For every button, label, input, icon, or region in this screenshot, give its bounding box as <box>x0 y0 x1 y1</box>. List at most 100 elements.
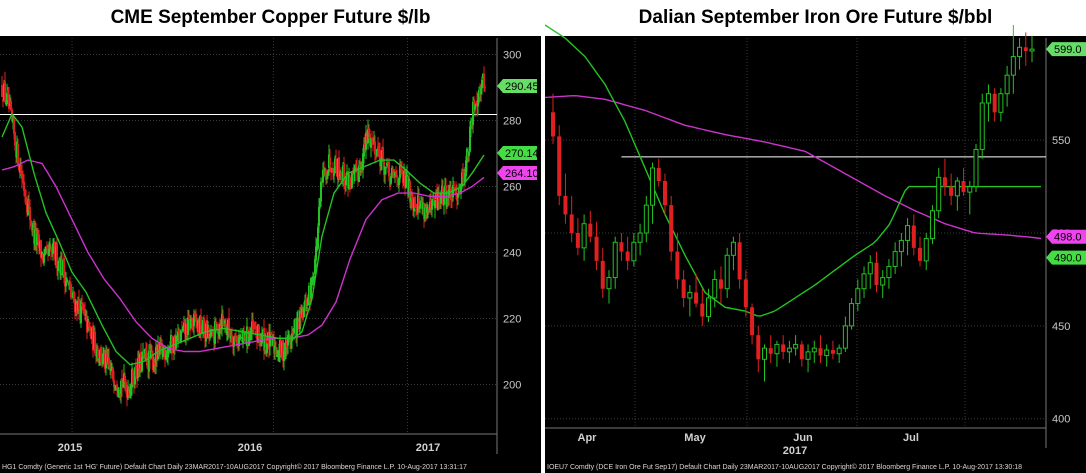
copper-candle <box>315 246 317 261</box>
copper-candle <box>89 325 91 331</box>
copper-candle <box>258 325 260 338</box>
copper-candle <box>145 347 147 354</box>
copper-candle <box>212 330 214 336</box>
ironore-candle <box>811 347 817 353</box>
copper-candle <box>13 119 15 134</box>
copper-candle <box>56 243 58 268</box>
copper-candle <box>6 92 8 105</box>
copper-candle <box>30 220 32 226</box>
ironore-candle <box>656 168 661 181</box>
copper-candle <box>82 302 84 311</box>
copper-candle <box>363 144 365 157</box>
copper-candle <box>333 173 335 176</box>
copper-candle <box>301 308 303 315</box>
copper-candle <box>223 321 225 326</box>
copper-candle <box>474 105 476 110</box>
copper-candle <box>187 317 189 335</box>
copper-candle <box>228 317 230 332</box>
copper-candle <box>180 330 182 343</box>
copper-candle <box>480 88 482 94</box>
copper-candle <box>332 169 334 174</box>
ironore-x-tick: Jun <box>793 432 813 444</box>
copper-candle <box>388 161 390 177</box>
copper-candle <box>374 141 376 155</box>
ironore-x-tick: Jul <box>903 432 919 444</box>
copper-candle <box>129 390 131 393</box>
copper-candle <box>244 333 246 336</box>
copper-candle <box>440 193 442 204</box>
copper-candle <box>110 368 112 372</box>
copper-candle <box>65 281 67 287</box>
copper-candle <box>22 177 24 182</box>
copper-candle <box>25 196 27 205</box>
ironore-candle <box>824 349 830 357</box>
copper-y-tick: 220 <box>503 314 521 326</box>
copper-candle <box>21 173 23 179</box>
ironore-candle <box>793 343 799 349</box>
copper-candle <box>451 197 453 201</box>
copper-candle <box>66 279 68 283</box>
ironore-candle <box>961 181 966 193</box>
copper-candle <box>443 194 445 205</box>
copper-candle <box>418 197 420 207</box>
copper-candle <box>410 197 412 201</box>
copper-candle <box>203 318 205 333</box>
copper-candle <box>171 336 173 352</box>
copper-candle <box>84 311 86 313</box>
ironore-candle <box>818 348 823 356</box>
copper-candle <box>457 194 459 198</box>
copper-candle <box>43 253 45 263</box>
copper-candle <box>151 351 153 357</box>
copper-candle <box>335 159 337 167</box>
copper-ma-slow-tag: 264.10 <box>505 168 539 180</box>
copper-y-tick: 240 <box>503 248 521 260</box>
ironore-candle <box>992 93 997 113</box>
copper-candle <box>458 188 460 194</box>
copper-candle <box>152 354 154 371</box>
ironore-candle <box>880 277 886 286</box>
copper-candle <box>266 343 268 354</box>
copper-candle <box>343 163 345 183</box>
ironore-candle <box>675 251 680 280</box>
copper-candle <box>326 177 328 180</box>
copper-candle <box>97 348 99 358</box>
ironore-candle <box>830 350 835 354</box>
ironore-candle <box>563 195 568 215</box>
copper-candle <box>277 354 279 357</box>
ironore-candle <box>768 348 773 354</box>
copper-candle <box>477 99 479 107</box>
copper-candle <box>270 332 272 334</box>
copper-candle <box>401 169 403 172</box>
copper-candle <box>85 313 87 316</box>
copper-candle <box>121 377 123 388</box>
ironore-candle <box>551 112 555 137</box>
copper-candle <box>29 206 31 220</box>
copper-candle <box>375 156 377 159</box>
copper-candle <box>248 337 250 346</box>
copper-candle <box>135 364 137 377</box>
ironore-candle <box>1010 56 1016 76</box>
copper-candle <box>27 202 29 216</box>
copper-candle <box>320 181 322 202</box>
copper-candle <box>225 323 227 331</box>
copper-candle <box>162 348 164 357</box>
copper-candle <box>329 157 331 166</box>
copper-candle <box>438 193 440 202</box>
ironore-y-tick: 550 <box>1052 135 1070 147</box>
copper-candle <box>274 346 276 351</box>
ironore-last-price-tag: 599.0 <box>1054 44 1082 56</box>
copper-x-tick: 2016 <box>238 442 262 454</box>
ironore-candle <box>712 278 718 299</box>
ironore-candle <box>669 205 674 252</box>
copper-candle <box>52 243 54 254</box>
copper-candle <box>395 173 397 175</box>
copper-candle <box>299 310 301 330</box>
ironore-candle <box>849 303 855 327</box>
copper-candle <box>40 240 42 258</box>
iron-ore-chart-panel: Dalian September Iron Ore Future $/bbl 4… <box>545 0 1086 473</box>
copper-candle <box>159 342 161 355</box>
ironore-candle <box>594 236 599 261</box>
copper-candle <box>17 143 19 167</box>
copper-candle <box>233 336 235 347</box>
ironore-x-tick: Apr <box>578 432 598 444</box>
